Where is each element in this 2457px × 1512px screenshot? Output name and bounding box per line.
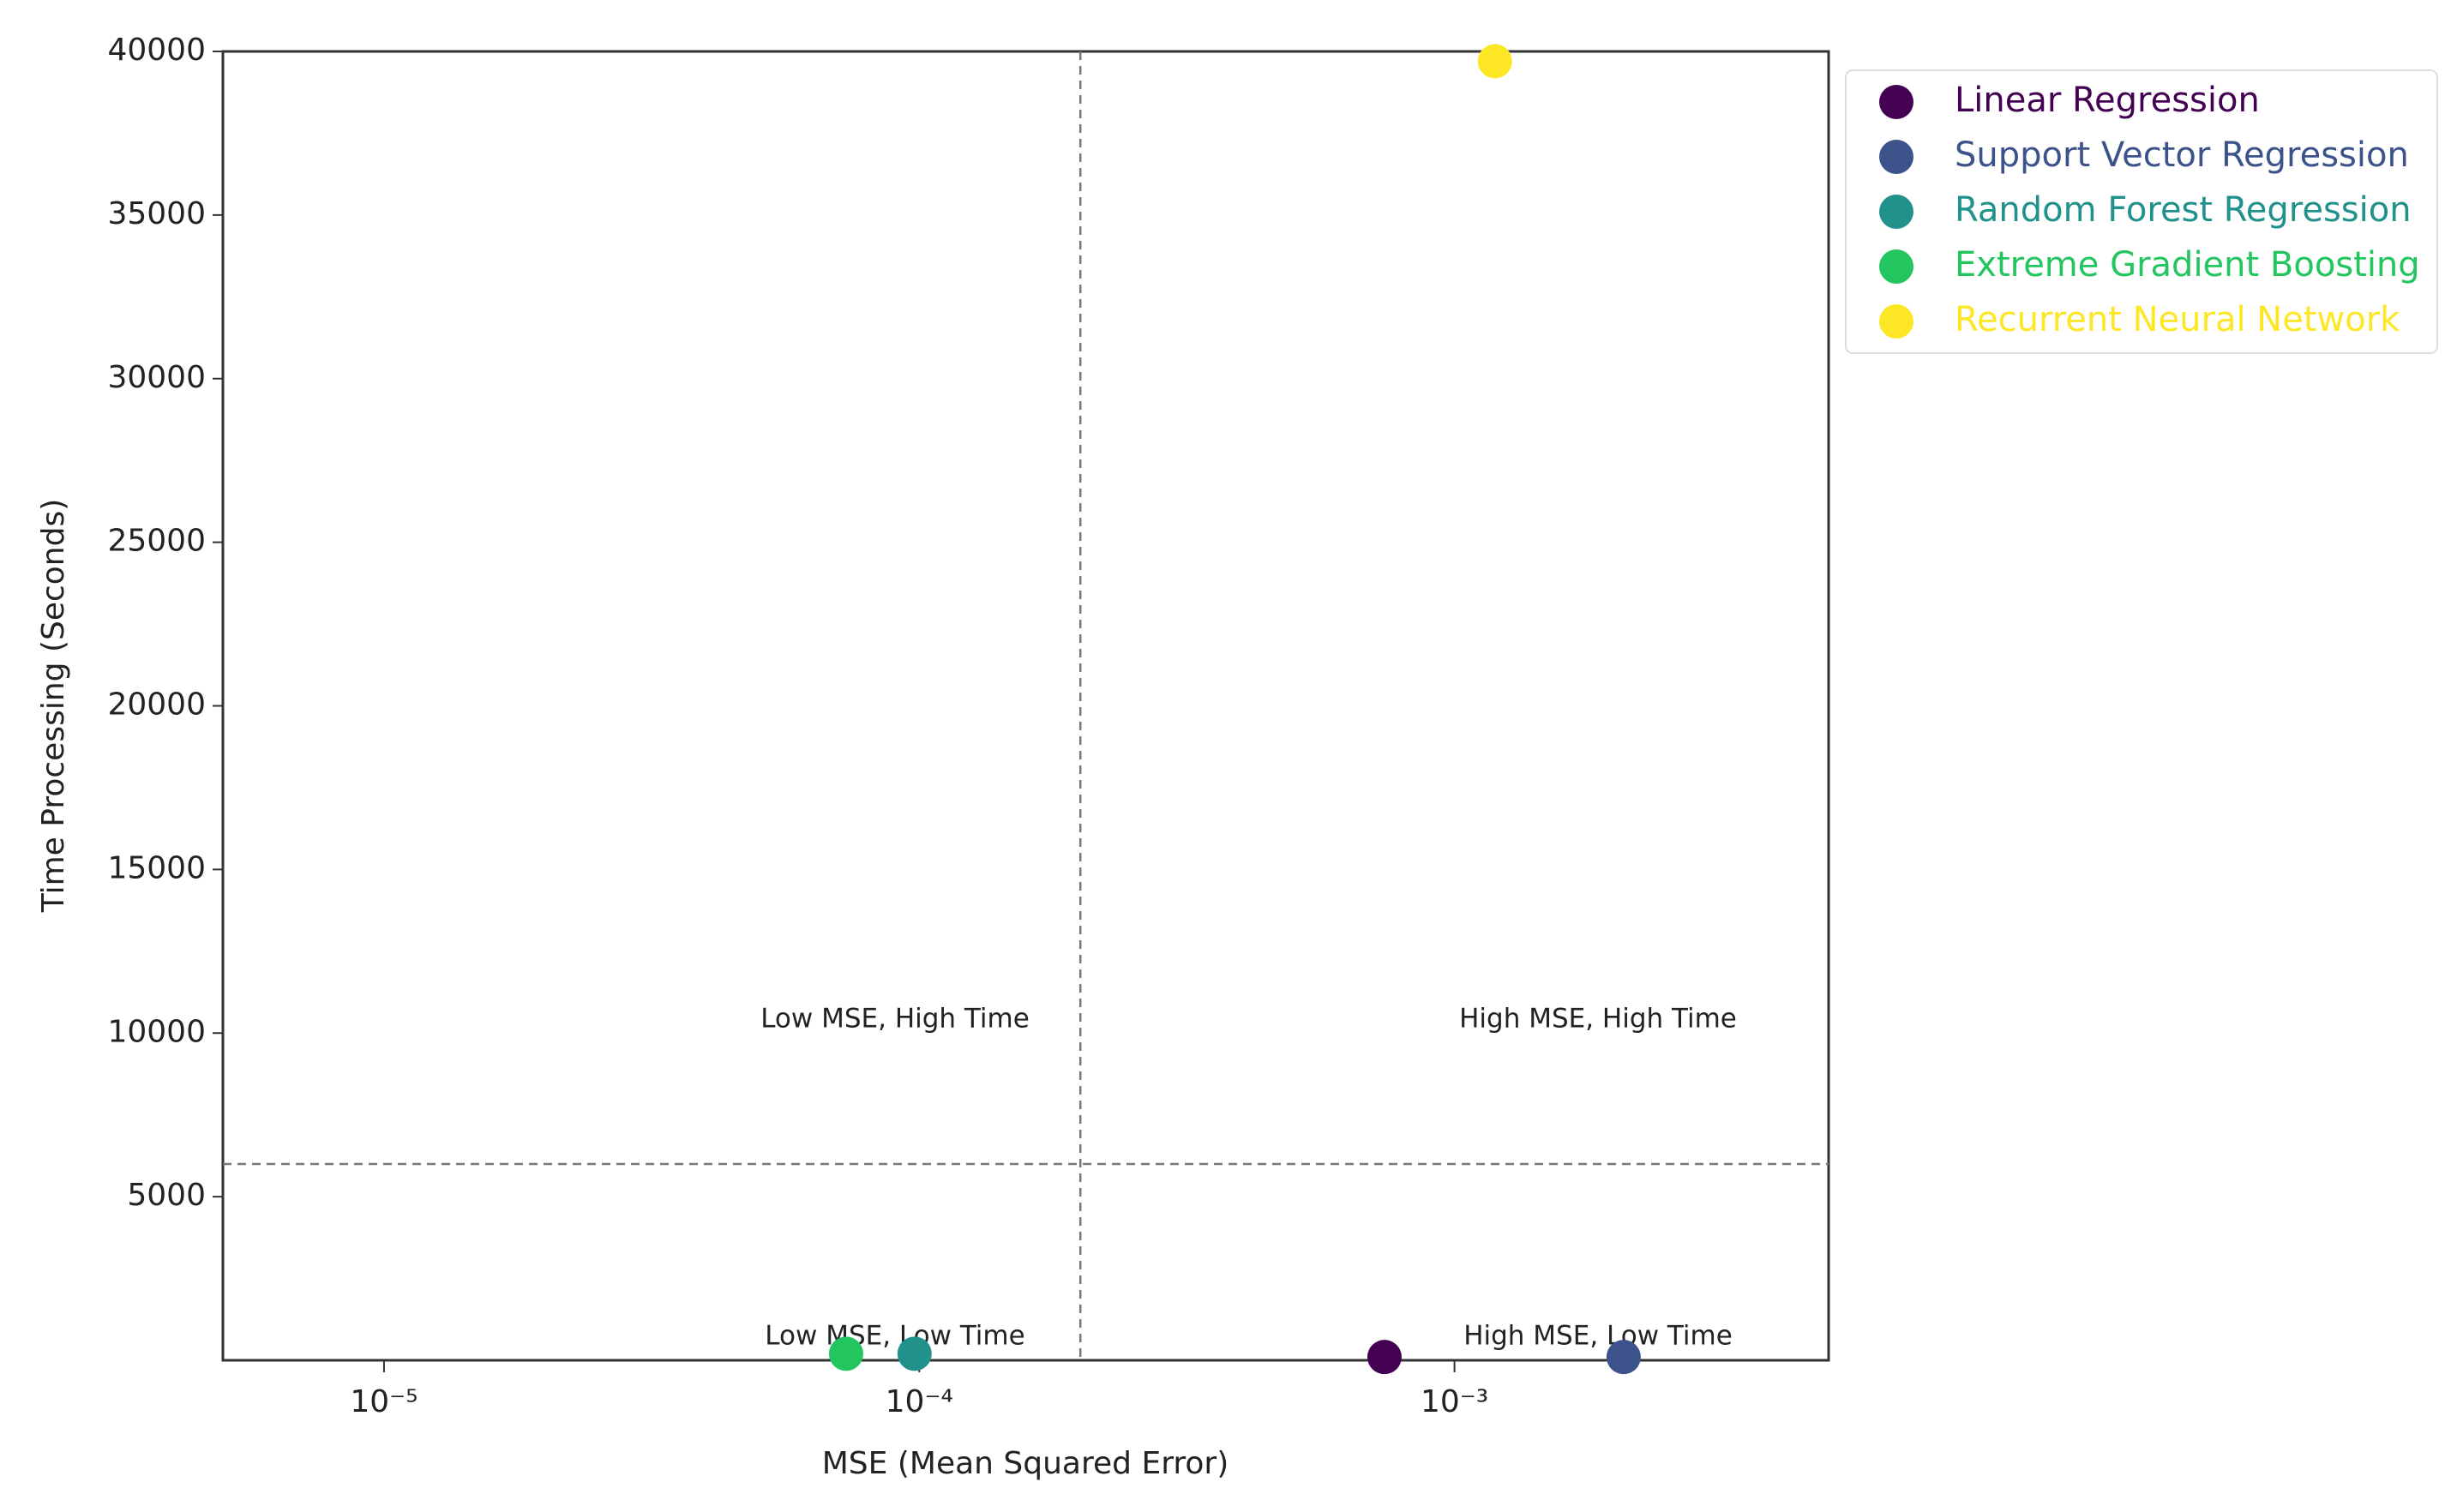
x-tick-label: 10⁻³ <box>1421 1384 1488 1419</box>
y-tick-label: 10000 <box>107 1014 206 1049</box>
data-point <box>1477 44 1512 79</box>
quadrant-annotation: Low MSE, High Time <box>760 1004 1030 1035</box>
legend-marker <box>1879 140 1913 174</box>
data-point <box>897 1336 932 1371</box>
legend-label: Linear Regression <box>1955 81 2260 120</box>
legend-label: Extreme Gradient Boosting <box>1955 245 2420 285</box>
legend-label: Support Vector Regression <box>1955 135 2409 175</box>
y-axis-label: Time Processing (Seconds) <box>36 499 71 914</box>
data-point <box>828 1336 863 1371</box>
x-tick-label: 10⁻⁵ <box>350 1384 418 1419</box>
quadrant-annotation: Low MSE, Low Time <box>765 1321 1024 1352</box>
legend-marker <box>1879 195 1913 229</box>
legend-marker <box>1879 249 1913 284</box>
quadrant-annotation: High MSE, High Time <box>1459 1004 1737 1035</box>
legend-label: Recurrent Neural Network <box>1955 300 2400 339</box>
y-tick-label: 5000 <box>127 1178 206 1213</box>
y-tick-label: 20000 <box>107 687 206 723</box>
y-tick-label: 25000 <box>107 524 206 559</box>
y-tick-label: 35000 <box>107 196 206 231</box>
x-tick-label: 10⁻⁴ <box>886 1384 953 1419</box>
legend-box <box>1845 69 2438 354</box>
legend-marker <box>1879 85 1913 119</box>
data-point <box>1367 1340 1402 1375</box>
y-tick-label: 30000 <box>107 360 206 395</box>
x-axis-label: MSE (Mean Squared Error) <box>822 1446 1229 1481</box>
quadrant-annotation: High MSE, Low Time <box>1463 1321 1733 1352</box>
data-point <box>1606 1340 1641 1375</box>
legend-label: Random Forest Regression <box>1955 190 2412 230</box>
legend-marker <box>1879 304 1913 339</box>
y-tick-label: 15000 <box>107 850 206 885</box>
y-tick-label: 40000 <box>107 33 206 68</box>
